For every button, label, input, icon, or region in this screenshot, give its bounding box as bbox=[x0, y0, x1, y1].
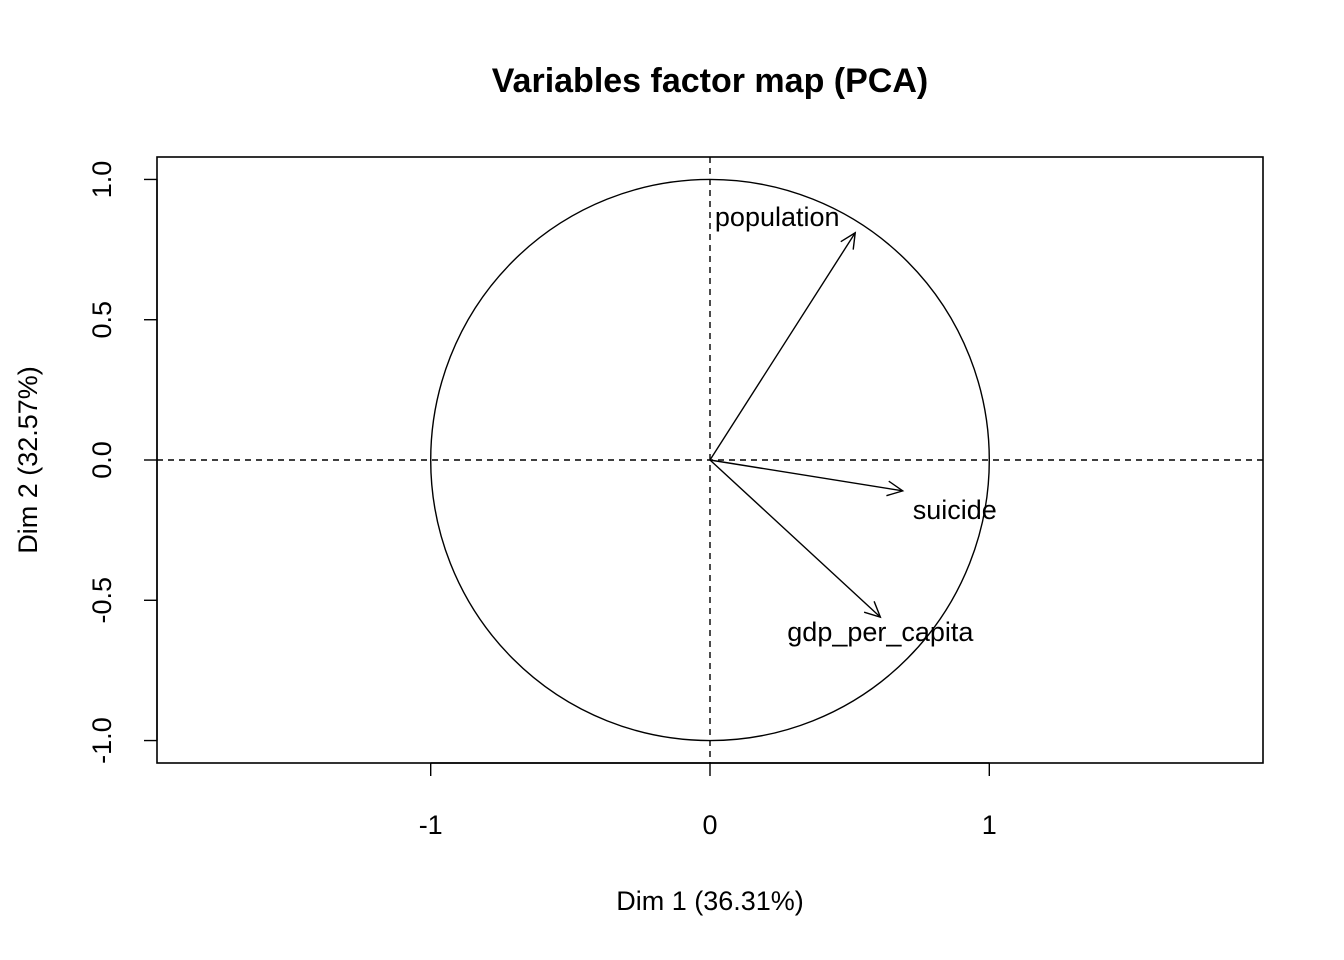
arrow-shaft bbox=[709, 459, 903, 492]
y-tick-label: -0.5 bbox=[87, 577, 117, 624]
variable-label-suicide: suicide bbox=[913, 495, 997, 525]
arrow-head bbox=[863, 601, 882, 619]
y-axis: -1.0 -0.5 0.0 0.5 1.0 bbox=[87, 161, 158, 764]
x-tick-label: -1 bbox=[419, 810, 443, 840]
y-axis-label: Dim 2 (32.57%) bbox=[13, 366, 43, 554]
y-tick-label: -1.0 bbox=[87, 717, 117, 764]
variable-label-population: population bbox=[715, 202, 840, 232]
arrow-shaft bbox=[709, 459, 881, 618]
variable-arrow-population: population bbox=[709, 202, 857, 461]
arrow-head bbox=[840, 231, 857, 250]
arrow-head bbox=[886, 480, 905, 497]
x-tick-label: 0 bbox=[702, 810, 717, 840]
y-tick-label: 0.0 bbox=[87, 441, 117, 479]
variable-arrow-gdp-per-capita: gdp_per_capita bbox=[709, 459, 974, 647]
y-tick-label: 0.5 bbox=[87, 301, 117, 339]
y-tick-label: 1.0 bbox=[87, 161, 117, 199]
plot-area: population suicide gdp_per_capita bbox=[157, 157, 1263, 763]
x-axis: -1 0 1 bbox=[419, 762, 997, 840]
variable-arrow-suicide: suicide bbox=[709, 459, 997, 525]
chart-title: Variables factor map (PCA) bbox=[492, 62, 928, 100]
x-axis-label: Dim 1 (36.31%) bbox=[616, 886, 804, 916]
x-tick-label: 1 bbox=[982, 810, 997, 840]
arrow-shaft bbox=[709, 232, 856, 461]
variable-label-gdp-per-capita: gdp_per_capita bbox=[787, 617, 974, 647]
